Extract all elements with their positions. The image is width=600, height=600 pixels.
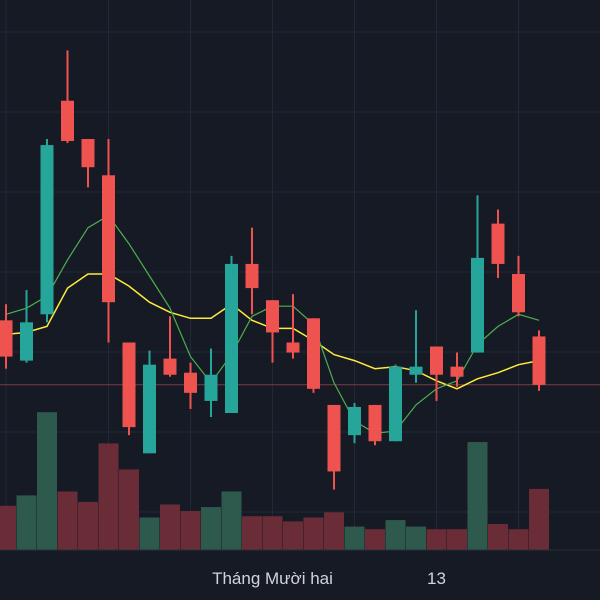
volume-bar-6: [119, 469, 139, 550]
candle-15: [307, 318, 320, 393]
volume-bar-15: [303, 517, 324, 550]
volume-bar-25: [508, 529, 529, 550]
volume-bar-7: [139, 517, 160, 550]
volume-bar-5: [98, 443, 119, 550]
candle-body-9: [184, 372, 197, 393]
volume-bar-22: [447, 529, 467, 550]
candle-19: [389, 364, 402, 442]
volume-bar-26: [529, 488, 549, 550]
candle-body-25: [512, 273, 525, 313]
volume-bar-2: [37, 412, 57, 550]
volume-bar-0: [0, 505, 16, 550]
candle-body-15: [307, 318, 320, 389]
candle-body-2: [40, 145, 54, 315]
volume-bar-4: [78, 501, 98, 550]
candle-2: [40, 139, 54, 323]
candle-body-24: [491, 223, 505, 264]
volume-bar-12: [242, 516, 262, 550]
candle-body-16: [327, 404, 341, 472]
candle-12: [245, 227, 259, 315]
candle-21: [430, 346, 443, 401]
candle-body-4: [81, 139, 95, 168]
candle-body-10: [204, 374, 218, 401]
candle-body-26: [532, 336, 546, 385]
volume-bars: [0, 412, 549, 550]
volume-bar-14: [283, 521, 303, 550]
candle-26: [532, 330, 546, 391]
volume-bar-18: [365, 529, 385, 550]
candle-body-0: [0, 320, 13, 357]
candle-24: [491, 209, 505, 279]
candle-9: [184, 362, 197, 409]
candle-18: [368, 404, 382, 446]
volume-bar-21: [426, 529, 447, 550]
volume-bar-13: [262, 516, 283, 550]
candle-5: [102, 139, 115, 343]
volume-bar-9: [180, 511, 201, 550]
candle-body-12: [245, 263, 259, 289]
candle-body-23: [471, 257, 484, 353]
volume-bar-17: [344, 526, 365, 550]
volume-bar-1: [16, 495, 37, 550]
candle-22: [450, 352, 464, 387]
candle-10: [204, 348, 218, 418]
time-axis: Tháng Mười hai 13: [0, 549, 600, 588]
candle-7: [143, 350, 156, 454]
candle-body-13: [266, 300, 279, 333]
volume-bar-10: [201, 507, 221, 550]
candle-body-11: [225, 263, 238, 414]
candle-1: [20, 290, 33, 363]
candle-body-20: [409, 366, 423, 375]
candle-body-18: [368, 404, 382, 442]
volume-bar-19: [385, 520, 406, 550]
candle-body-1: [20, 322, 33, 361]
candle-body-6: [122, 342, 136, 428]
volume-bar-16: [324, 512, 344, 550]
volume-bar-23: [467, 442, 488, 550]
candle-25: [512, 255, 525, 317]
candle-13: [266, 300, 279, 363]
volume-bar-11: [221, 491, 242, 550]
candle-body-3: [61, 100, 74, 142]
candle-14: [286, 294, 300, 359]
x-tick-label-1: 13: [427, 569, 446, 588]
candle-body-14: [286, 342, 300, 353]
candle-body-22: [450, 366, 464, 377]
candles: [0, 50, 546, 490]
grid-lines: [0, 0, 600, 550]
volume-bar-24: [488, 524, 508, 550]
candle-body-5: [102, 175, 115, 303]
candle-3: [61, 50, 74, 144]
candle-6: [122, 342, 136, 436]
candle-body-7: [143, 364, 156, 454]
candle-11: [225, 255, 238, 414]
candle-0: [0, 304, 13, 369]
volume-bar-20: [406, 526, 426, 550]
candle-body-21: [430, 346, 443, 375]
candle-body-19: [389, 366, 402, 442]
candle-4: [81, 139, 95, 188]
volume-bar-3: [57, 491, 78, 550]
candle-20: [409, 310, 423, 383]
candle-body-8: [163, 358, 177, 375]
candle-16: [327, 404, 341, 490]
candle-body-17: [348, 406, 361, 436]
candle-23: [471, 195, 484, 353]
volume-bar-8: [160, 504, 180, 550]
x-tick-label-0: Tháng Mười hai: [212, 569, 333, 588]
candle-17: [348, 402, 361, 444]
candle-8: [163, 316, 177, 377]
